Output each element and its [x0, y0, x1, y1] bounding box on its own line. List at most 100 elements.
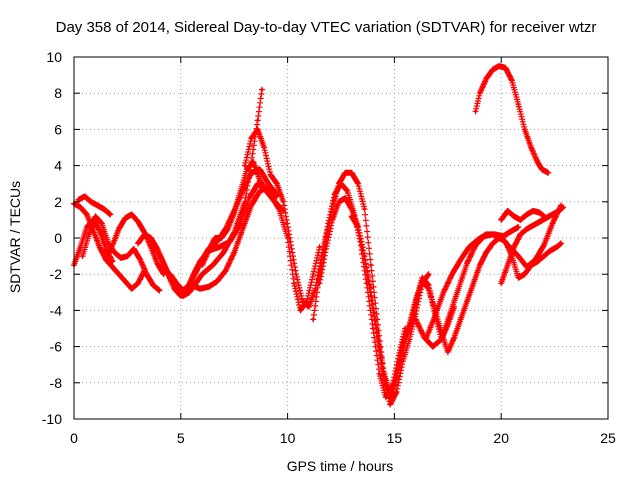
- y-tick-label: 2: [54, 194, 62, 210]
- data-point: [548, 249, 552, 253]
- data-point: [506, 263, 510, 267]
- data-point: [439, 337, 443, 341]
- data-point: [512, 245, 516, 249]
- data-point: [222, 251, 225, 254]
- data-point: [518, 232, 522, 236]
- data-point: [536, 160, 539, 164]
- data-point: [98, 245, 102, 249]
- data-point: [292, 281, 296, 285]
- data-point: [546, 171, 550, 175]
- data-point: [104, 247, 108, 251]
- series-trace-3: [75, 193, 114, 218]
- data-point: [149, 245, 153, 249]
- data-point: [217, 245, 221, 249]
- data-point: [247, 196, 251, 200]
- y-tick-label: 6: [54, 121, 62, 137]
- data-point: [356, 182, 360, 186]
- data-point: [516, 225, 520, 229]
- data-point: [145, 272, 149, 276]
- data-point: [497, 64, 501, 68]
- data-point: [388, 395, 392, 399]
- y-tick-label: -10: [42, 411, 62, 427]
- data-point: [81, 254, 84, 258]
- data-point: [78, 205, 82, 209]
- data-point: [525, 213, 529, 216]
- data-point: [130, 213, 134, 216]
- y-tick-label: 10: [46, 49, 62, 65]
- data-point: [215, 279, 219, 283]
- data-point: [93, 214, 97, 218]
- data-point: [559, 241, 563, 245]
- data-point: [258, 167, 262, 171]
- data-point: [200, 272, 204, 276]
- data-point: [100, 222, 104, 225]
- data-point: [493, 232, 497, 236]
- data-point: [271, 196, 275, 200]
- data-point: [241, 227, 245, 231]
- data-point: [540, 167, 544, 171]
- data-point: [331, 207, 334, 211]
- data-point: [516, 276, 520, 280]
- data-point: [414, 317, 418, 321]
- data-point: [518, 218, 522, 222]
- data-point: [499, 281, 503, 285]
- data-point: [262, 146, 266, 149]
- data-point: [151, 283, 155, 287]
- data-point: [249, 171, 253, 175]
- data-point: [516, 102, 520, 106]
- data-point: [471, 281, 475, 285]
- x-tick-label: 5: [177, 430, 185, 446]
- data-point: [499, 218, 503, 222]
- data-point: [388, 403, 392, 406]
- data-point: [256, 118, 260, 122]
- data-point: [179, 294, 183, 298]
- data-point: [260, 88, 264, 92]
- x-axis-label: GPS time / hours: [287, 458, 394, 474]
- data-point: [249, 203, 253, 207]
- data-point: [555, 245, 559, 249]
- data-point: [311, 317, 315, 321]
- data-point: [491, 68, 495, 72]
- data-point: [172, 287, 176, 291]
- series-trace-9: [188, 184, 280, 292]
- data-point: [476, 238, 480, 242]
- x-tick-label: 20: [493, 430, 509, 446]
- data-point: [531, 209, 535, 213]
- y-tick-label: 0: [54, 230, 62, 246]
- data-point: [157, 289, 161, 292]
- data-point: [538, 220, 542, 224]
- data-point: [138, 258, 142, 262]
- data-point: [288, 236, 292, 240]
- y-tick-label: 4: [54, 158, 62, 174]
- data-point: [401, 341, 405, 345]
- data-point: [258, 178, 262, 182]
- data-point: [251, 160, 255, 164]
- data-point: [98, 229, 102, 233]
- data-point: [106, 241, 110, 245]
- data-point: [523, 127, 527, 131]
- data-point: [484, 77, 488, 81]
- data-point: [467, 245, 471, 249]
- data-point: [269, 173, 272, 177]
- data-point: [85, 213, 89, 216]
- data-point: [187, 290, 191, 294]
- data-point: [491, 241, 495, 245]
- axis-ticks: 0 5 10 15 20 25 -10 -8 -6 -4 -2 0 2 4 6 8 10: [42, 49, 616, 446]
- data-point: [337, 200, 341, 204]
- data-point: [110, 265, 114, 269]
- y-tick-label: 8: [54, 85, 62, 101]
- data-point: [194, 270, 198, 274]
- data-point: [345, 189, 349, 193]
- data-point: [213, 236, 217, 240]
- data-point: [181, 289, 185, 292]
- data-point: [459, 317, 463, 321]
- data-point: [277, 207, 281, 211]
- data-point: [544, 216, 548, 220]
- data-point: [478, 263, 482, 267]
- data-point: [506, 209, 510, 213]
- data-point: [160, 258, 164, 262]
- data-point: [224, 269, 228, 273]
- data-point: [110, 260, 114, 263]
- data-point: [198, 287, 202, 291]
- data-point: [442, 290, 445, 294]
